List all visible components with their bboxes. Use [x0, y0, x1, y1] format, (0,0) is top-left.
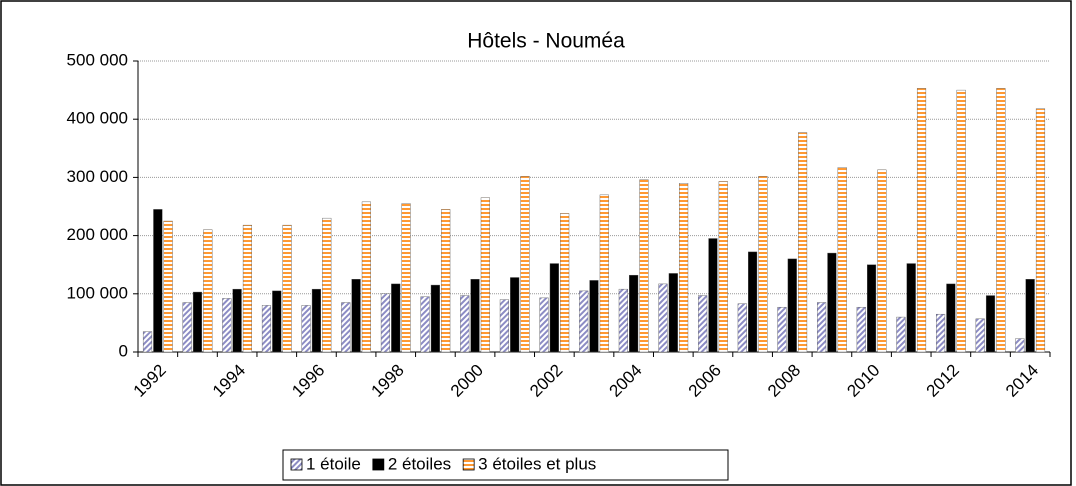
bar [301, 305, 311, 353]
bar [837, 167, 847, 353]
bar [916, 88, 927, 353]
bar [856, 306, 866, 353]
bar [906, 263, 916, 353]
bar [679, 183, 689, 353]
bar [322, 217, 332, 353]
bar [441, 209, 451, 353]
bar [629, 274, 639, 353]
bar [203, 229, 213, 353]
bar [539, 297, 549, 353]
bar [341, 302, 351, 353]
bar [798, 132, 808, 353]
bar [232, 288, 242, 353]
legend-label: 1 étoile [306, 454, 361, 473]
bar [579, 290, 589, 353]
bar [956, 89, 966, 353]
y-tick-label: 300 000 [67, 167, 128, 186]
bar [975, 318, 985, 353]
bar [222, 298, 232, 353]
bar [153, 209, 163, 353]
bar [182, 302, 192, 353]
legend-swatch [462, 458, 475, 471]
bar [658, 283, 668, 353]
bar [748, 251, 758, 353]
bar [758, 176, 768, 353]
y-tick-label: 200 000 [67, 225, 128, 244]
bar [639, 179, 649, 353]
bar [618, 288, 628, 353]
legend-swatch [372, 458, 385, 471]
legend-label: 2 étoiles [388, 454, 451, 473]
bar [985, 295, 996, 353]
bar [460, 295, 470, 353]
bar [142, 331, 153, 353]
y-tick-label: 400 000 [67, 109, 128, 128]
bar [1035, 108, 1046, 353]
bar [787, 258, 797, 353]
bar [242, 224, 253, 353]
bar [827, 252, 837, 353]
bar [282, 224, 292, 353]
bar [261, 305, 272, 353]
bar [817, 302, 827, 353]
bar [520, 176, 530, 353]
legend-swatch [290, 458, 303, 471]
bar [877, 169, 887, 353]
y-tick-label: 0 [119, 341, 128, 360]
bar [420, 296, 430, 353]
bar [867, 264, 877, 353]
y-tick-label: 500 000 [67, 50, 128, 69]
bar [391, 283, 401, 353]
bar [163, 220, 173, 353]
bar [737, 303, 747, 353]
bar [698, 295, 708, 353]
bar [470, 279, 480, 353]
bar [946, 283, 956, 353]
bar [499, 299, 509, 353]
bar [589, 280, 599, 353]
chart-title: Hôtels - Nouméa [467, 30, 625, 53]
bar [560, 213, 570, 353]
bar [935, 313, 946, 353]
bar [351, 279, 361, 353]
bar [272, 290, 282, 353]
bar [996, 88, 1006, 353]
bar [896, 316, 906, 353]
bar [777, 306, 787, 353]
bar [599, 194, 609, 353]
y-tick-label: 100 000 [67, 283, 128, 302]
bar [708, 238, 718, 353]
bar [668, 273, 678, 353]
legend-box [282, 449, 729, 481]
bar [361, 201, 371, 353]
bar [401, 203, 411, 353]
bar [718, 181, 728, 353]
bar [1015, 338, 1025, 353]
bar [480, 197, 490, 353]
bar [192, 291, 203, 353]
bar [311, 288, 321, 353]
bar [1025, 279, 1035, 353]
bar [430, 284, 440, 353]
bar [380, 293, 390, 353]
legend-label: 3 étoiles et plus [478, 454, 596, 473]
bar [510, 277, 520, 353]
bar [549, 263, 559, 353]
